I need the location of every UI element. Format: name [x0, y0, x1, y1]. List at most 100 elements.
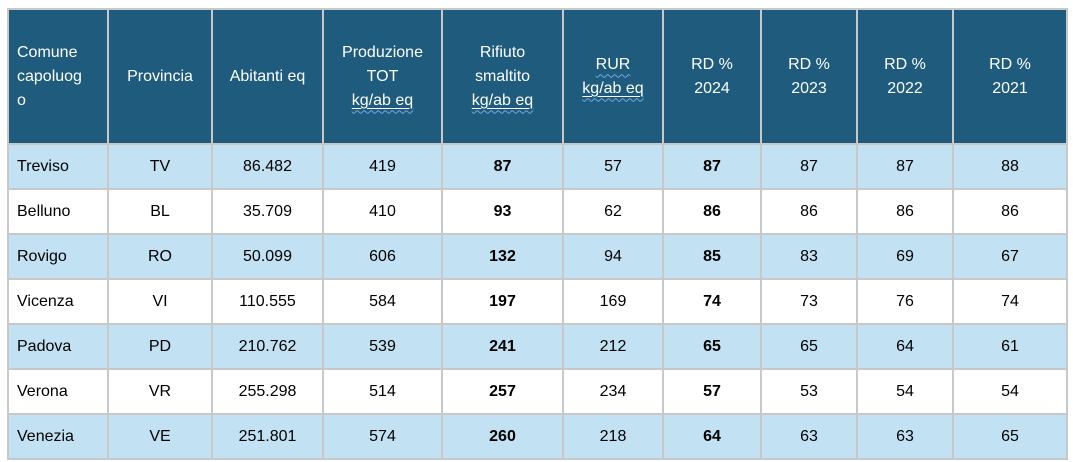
cell-rd2023: 83 — [760, 233, 858, 280]
column-header-rur: RUR kg/ab eq — [562, 8, 664, 145]
table-row-vicenza: Vicenza VI 110.555 584 197 169 74 73 76 74 — [7, 278, 1068, 325]
cell-rd2021: 65 — [952, 413, 1068, 460]
cell-rd2024: 64 — [662, 413, 762, 460]
cell-provincia: TV — [107, 143, 213, 190]
header-line: Rifiuto — [479, 43, 526, 61]
cell-rur: 234 — [562, 368, 664, 415]
cell-rd2024: 87 — [662, 143, 762, 190]
cell-rd2022: 64 — [856, 323, 954, 370]
cell-rifiuto: 260 — [441, 413, 564, 460]
underlined-unit-text: kg/ab eq — [582, 79, 644, 97]
cell-produzione: 410 — [322, 188, 443, 235]
cell-rd2023: 65 — [760, 323, 858, 370]
cell-comune: Vicenza — [7, 278, 109, 325]
cell-produzione: 539 — [322, 323, 443, 370]
cell-rd2024: 65 — [662, 323, 762, 370]
cell-provincia: PD — [107, 323, 213, 370]
cell-rd2022: 54 — [856, 368, 954, 415]
header-line: Provincia — [127, 67, 193, 85]
table-row-rovigo: Rovigo RO 50.099 606 132 94 85 83 69 67 — [7, 233, 1068, 280]
spellcheck-squiggle-text: kg/ab eq — [472, 92, 533, 109]
header-row: Comune capoluogo Provincia Abitanti eq Prod… — [7, 8, 1068, 145]
table-row-treviso: Treviso TV 86.482 419 87 57 87 87 87 88 — [7, 143, 1068, 190]
cell-rd2023: 53 — [760, 368, 858, 415]
header-line: 2024 — [694, 79, 730, 97]
column-header-produzione: Produzione TOT kg/ab eq — [322, 8, 443, 145]
cell-rd2021: 86 — [952, 188, 1068, 235]
spellcheck-squiggle-text: RUR — [595, 55, 631, 73]
cell-comune: Verona — [7, 368, 109, 415]
cell-abitanti: 110.555 — [211, 278, 324, 325]
column-header-provincia: Provincia — [107, 8, 213, 145]
cell-rd2022: 63 — [856, 413, 954, 460]
header-line: Produzione — [342, 43, 423, 61]
waste-recycling-table: Comune capoluogo Provincia Abitanti eq Prod… — [7, 8, 1068, 460]
column-header-comune: Comune capoluogo — [7, 8, 109, 145]
header-line: RD % — [691, 55, 733, 73]
cell-rifiuto: 87 — [441, 143, 564, 190]
cell-produzione: 574 — [322, 413, 443, 460]
cell-provincia: BL — [107, 188, 213, 235]
cell-rifiuto: 257 — [441, 368, 564, 415]
cell-rd2021: 74 — [952, 278, 1068, 325]
underlined-unit-text: kg/ab eq — [351, 91, 414, 109]
header-line: kg/ab eq — [447, 89, 558, 113]
table-row-padova: Padova PD 210.762 539 241 212 65 65 64 61 — [7, 323, 1068, 370]
cell-rd2023: 73 — [760, 278, 858, 325]
cell-rur: 94 — [562, 233, 664, 280]
header-line: RUR — [568, 53, 658, 77]
header-line: RD % — [989, 55, 1031, 73]
header-line: 2021 — [992, 79, 1028, 97]
cell-rd2022: 69 — [856, 233, 954, 280]
cell-rur: 218 — [562, 413, 664, 460]
column-header-rd2021: RD % 2021 — [952, 8, 1068, 145]
cell-rd2022: 76 — [856, 278, 954, 325]
spellcheck-squiggle-text: kg/ab eq — [352, 92, 413, 109]
column-header-rd2022: RD % 2022 — [856, 8, 954, 145]
cell-rd2023: 87 — [760, 143, 858, 190]
cell-comune: Treviso — [7, 143, 109, 190]
cell-rifiuto: 197 — [441, 278, 564, 325]
cell-rd2024: 74 — [662, 278, 762, 325]
cell-abitanti: 255.298 — [211, 368, 324, 415]
cell-rd2023: 63 — [760, 413, 858, 460]
cell-rd2022: 86 — [856, 188, 954, 235]
cell-rd2021: 61 — [952, 323, 1068, 370]
header-line: 2023 — [791, 79, 827, 97]
column-header-abitanti: Abitanti eq — [211, 8, 324, 145]
cell-rifiuto: 241 — [441, 323, 564, 370]
cell-rifiuto: 93 — [441, 188, 564, 235]
cell-provincia: VE — [107, 413, 213, 460]
cell-produzione: 514 — [322, 368, 443, 415]
cell-rd2024: 85 — [662, 233, 762, 280]
header-line: TOT — [366, 67, 399, 85]
cell-rd2021: 54 — [952, 368, 1068, 415]
cell-rur: 62 — [562, 188, 664, 235]
cell-rd2023: 86 — [760, 188, 858, 235]
table-row-verona: Verona VR 255.298 514 257 234 57 53 54 54 — [7, 368, 1068, 415]
column-header-rd2023: RD % 2023 — [760, 8, 858, 145]
header-line: 2022 — [887, 79, 923, 97]
table-row-belluno: Belluno BL 35.709 410 93 62 86 86 86 86 — [7, 188, 1068, 235]
header-line: RD % — [884, 55, 926, 73]
cell-abitanti: 251.801 — [211, 413, 324, 460]
cell-rur: 212 — [562, 323, 664, 370]
cell-abitanti: 50.099 — [211, 233, 324, 280]
cell-comune: Rovigo — [7, 233, 109, 280]
cell-rd2022: 87 — [856, 143, 954, 190]
cell-rd2021: 88 — [952, 143, 1068, 190]
cell-provincia: VR — [107, 368, 213, 415]
cell-produzione: 419 — [322, 143, 443, 190]
header-line: smaltito — [474, 67, 531, 85]
cell-rifiuto: 132 — [441, 233, 564, 280]
cell-comune: Padova — [7, 323, 109, 370]
header-line: Comune capoluogo — [17, 43, 82, 109]
cell-abitanti: 86.482 — [211, 143, 324, 190]
cell-produzione: 584 — [322, 278, 443, 325]
cell-provincia: RO — [107, 233, 213, 280]
cell-abitanti: 210.762 — [211, 323, 324, 370]
table-head: Comune capoluogo Provincia Abitanti eq Prod… — [7, 8, 1068, 145]
header-line: RD % — [788, 55, 830, 73]
cell-comune: Belluno — [7, 188, 109, 235]
